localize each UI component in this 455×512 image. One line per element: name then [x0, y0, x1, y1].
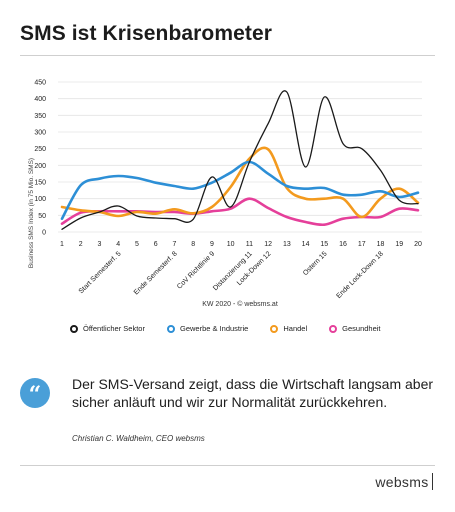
y-tick-label: 400	[34, 96, 46, 103]
chart-gridlines	[58, 81, 422, 233]
y-tick-label: 100	[34, 196, 46, 203]
y-axis-ticks: 0 50 100 150 200 250 300 350 400 450	[34, 80, 46, 237]
x-tick-label: 17	[358, 241, 366, 248]
series-line-1	[61, 90, 419, 230]
page-title: SMS ist Krisenbarometer	[20, 22, 273, 45]
legend-marker	[70, 324, 78, 333]
x-event-label: Ende Semesterf. 8	[133, 250, 179, 296]
brand-bar	[431, 473, 433, 490]
y-tick-label: 50	[38, 213, 46, 220]
x-axis-ticks: 1 2 3 4 5 6 7 8 9 10 11 12 13 14 15 16 17 18 19 20	[60, 241, 422, 248]
quote-icon: “	[20, 378, 50, 408]
bottom-divider	[20, 465, 435, 466]
legend-label: Gesundheit	[342, 324, 381, 333]
y-tick-label: 150	[34, 180, 46, 187]
x-event-label: Lock-Down 12	[236, 250, 273, 287]
series-line-3	[60, 146, 420, 219]
x-tick-label: 9	[210, 241, 214, 248]
x-tick-label: 6	[154, 241, 158, 248]
x-tick-label: 13	[283, 241, 291, 248]
y-axis-title: Business SMS Index (in 75 Mio. SMS)	[28, 158, 35, 268]
y-tick-label: 350	[34, 113, 46, 120]
quote-author: Christian C. Waldheim, CEO websms	[72, 434, 205, 443]
legend-marker	[166, 324, 175, 333]
x-tick-label: 8	[191, 241, 195, 248]
x-event-label: Ostern 15	[302, 250, 329, 277]
series-line-2	[60, 160, 420, 220]
legend-label: Gewerbe & Industrie	[179, 324, 249, 333]
x-tick-label: 11	[246, 241, 253, 248]
y-tick-label: 450	[34, 80, 46, 87]
x-tick-label: 2	[79, 241, 83, 248]
x-tick-label: 12	[264, 241, 272, 248]
x-tick-label: 15	[320, 241, 328, 248]
x-tick-label: 4	[116, 241, 120, 248]
x-tick-label: 20	[414, 241, 422, 248]
y-tick-label: 200	[34, 163, 46, 170]
y-tick-label: 250	[34, 146, 46, 153]
x-event-label: Ende Lock-Down 18	[335, 250, 385, 300]
top-divider	[20, 55, 435, 56]
y-tick-label: 300	[34, 130, 46, 137]
legend-item: Öffentlicher Sektor	[70, 324, 145, 333]
x-event-label: CoV Richtlinie 9	[176, 250, 216, 290]
legend-marker	[270, 324, 279, 333]
x-tick-label: 18	[377, 241, 385, 248]
x-tick-label: 1	[60, 241, 64, 248]
legend-label: Öffentlicher Sektor	[83, 324, 145, 333]
legend-label: Handel	[283, 324, 308, 333]
x-tick-label: 10	[227, 241, 235, 248]
chart-series	[60, 90, 420, 230]
x-event-label: Start Semesterf. 5	[78, 250, 123, 295]
quote-text: Der SMS-Versand zeigt, dass die Wirtscha…	[72, 376, 434, 410]
legend-item: Gewerbe & Industrie	[166, 324, 249, 333]
x-tick-label: 14	[302, 241, 310, 248]
x-axis-caption: KW 2020 - © websms.at	[202, 300, 278, 308]
brand-logo: websms	[375, 473, 433, 490]
x-tick-label: 7	[172, 241, 176, 248]
legend-item: Handel	[270, 324, 307, 333]
x-tick-label: 5	[135, 241, 139, 248]
x-tick-label: 19	[395, 241, 403, 248]
chart-legend: Öffentlicher Sektor Gewerbe & Industrie Ha…	[70, 324, 381, 333]
x-tick-label: 16	[339, 241, 347, 248]
series-line-4	[60, 197, 420, 227]
legend-marker	[329, 324, 338, 333]
y-tick-label: 0	[42, 230, 46, 237]
x-tick-label: 3	[98, 241, 102, 248]
legend-item: Gesundheit	[329, 324, 381, 333]
brand-name: websms	[375, 473, 429, 490]
